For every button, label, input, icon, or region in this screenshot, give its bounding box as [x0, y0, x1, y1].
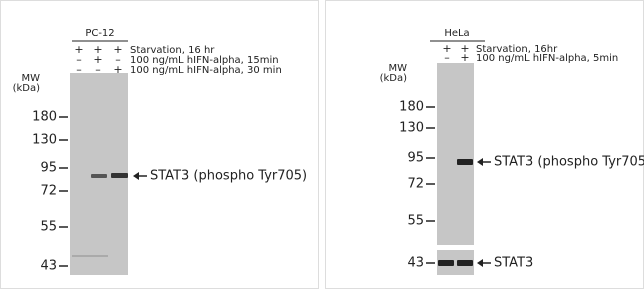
mw-marker: 180 — [32, 110, 57, 125]
band — [457, 260, 473, 266]
treatment-label: 100 ng/mL hIFN-alpha, 30 min — [130, 65, 282, 76]
treatment-sign: + — [113, 63, 122, 76]
mw-marker: 72 — [407, 177, 424, 192]
mw-marker: 72 — [40, 184, 57, 199]
band — [72, 255, 108, 257]
band — [111, 173, 128, 178]
mw-marker: 130 — [32, 133, 57, 148]
mw-marker: 55 — [407, 214, 424, 229]
mw-marker: 43 — [40, 259, 57, 274]
treatment-sign: + — [460, 51, 469, 64]
treatment-sign: – — [76, 63, 82, 76]
mw-marker: 130 — [399, 121, 424, 136]
band — [457, 159, 473, 165]
band-label: STAT3 (phospho Tyr705) — [494, 155, 644, 170]
blot — [437, 63, 474, 245]
panel-title: HeLa — [444, 28, 469, 39]
band — [91, 174, 107, 178]
mw-marker: 95 — [407, 151, 424, 166]
treatment-label: 100 ng/mL hIFN-alpha, 5min — [476, 53, 618, 64]
treatment-sign: – — [444, 51, 450, 64]
mw-marker: 43 — [407, 256, 424, 271]
treatment-sign: – — [95, 63, 101, 76]
mw-label: (kDa) — [380, 73, 408, 84]
panel-title: PC-12 — [85, 28, 114, 39]
band-label: STAT3 (phospho Tyr705) — [150, 169, 307, 184]
band-label: STAT3 — [494, 256, 533, 271]
mw-label: (kDa) — [13, 83, 41, 94]
figure: PC-12+++Starvation, 16 hr–+–100 ng/mL hI… — [0, 0, 644, 289]
mw-marker: 95 — [40, 161, 57, 176]
mw-marker: 180 — [399, 100, 424, 115]
mw-marker: 55 — [40, 220, 57, 235]
band — [438, 260, 454, 266]
